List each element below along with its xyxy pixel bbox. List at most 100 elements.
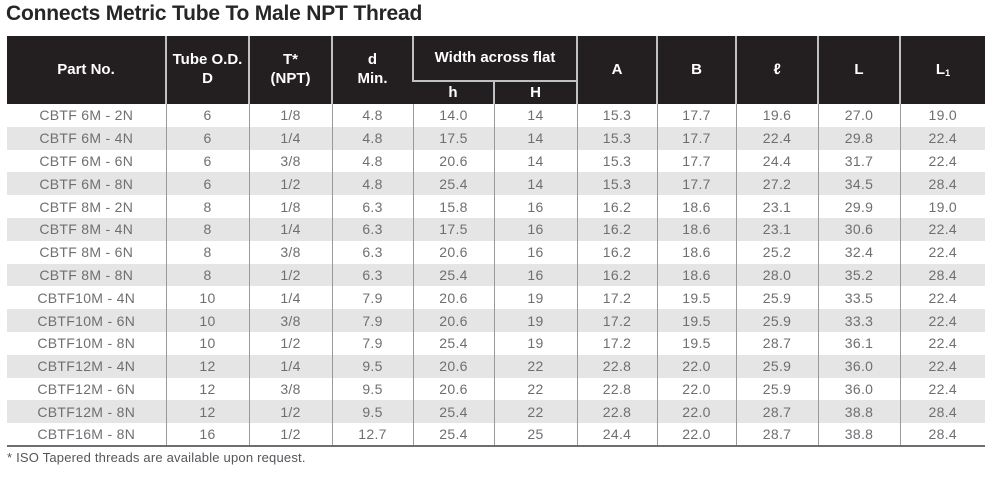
header-label: A (611, 60, 623, 78)
table-cell: CBTF12M - 4N (37, 358, 136, 375)
table-row: CBTF 6M - 2N 6 1/8 4.8 14.0 14 15.3 17.7 19.6 27.… (7, 104, 985, 127)
table-cell: 1/4 (248, 126, 332, 150)
header-cell-part-no: Part No. (7, 36, 166, 104)
table-cell: 22.8 (576, 400, 657, 424)
table-cell: 6 (165, 149, 249, 173)
table-cell: 12.7 (331, 423, 413, 446)
table-cell: 6.3 (331, 263, 413, 287)
table-cell: 22.4 (899, 149, 985, 173)
table-cell: 22.4 (899, 331, 985, 355)
header-label: Part No. (57, 60, 115, 78)
table-cell: 8 (165, 195, 249, 218)
table-cell: CBTF 8M - 8N (39, 266, 134, 283)
table-cell: 36.0 (817, 377, 900, 401)
table-cell: 20.6 (412, 240, 494, 264)
table-cell: 20.6 (412, 354, 494, 378)
table-cell: 19.5 (656, 331, 736, 355)
table-cell: 28.4 (899, 400, 985, 424)
table-cell: 29.8 (817, 126, 900, 150)
table-cell: 4.8 (331, 104, 413, 127)
table-cell: 12 (165, 354, 249, 378)
table-cell: 18.6 (656, 217, 736, 241)
table-cell: 1/2 (248, 400, 332, 424)
table-cell: 4.8 (331, 149, 413, 173)
table-body: CBTF 6M - 2N 6 1/8 4.8 14.0 14 15.3 17.7 19.6 27.… (7, 104, 985, 446)
table-cell: 17.5 (412, 217, 494, 241)
table-row: CBTF10M - 8N 10 1/2 7.9 25.4 19 17.2 19.5 28.7 36… (7, 331, 985, 355)
table-cell: 22.4 (899, 309, 985, 332)
table-cell: 6 (165, 172, 249, 196)
table-cell: 1/4 (248, 286, 332, 310)
table-cell: 6.3 (331, 195, 413, 218)
table-cell: 15.3 (576, 104, 657, 127)
table-cell: 1/8 (248, 195, 332, 218)
table-cell: 35.2 (817, 263, 900, 287)
table-cell: CBTF10M - 6N (37, 312, 136, 329)
table-cell: 19.0 (899, 104, 985, 127)
table-cell: 28.0 (735, 263, 818, 287)
table-cell: 16.2 (576, 240, 657, 264)
table-cell: 3/8 (248, 240, 332, 264)
table-cell: 3/8 (248, 309, 332, 332)
table-row: CBTF12M - 4N 12 1/4 9.5 20.6 22 22.8 22.0 25.9 36… (7, 354, 985, 378)
table-cell: 25.4 (412, 172, 494, 196)
table-cell: 16.2 (576, 217, 657, 241)
table-cell: 15.3 (576, 149, 657, 173)
table-cell: 14 (493, 104, 577, 127)
header-cell-t-npt: T* (NPT) (248, 36, 332, 104)
table-cell: 22.0 (656, 354, 736, 378)
table-cell: 30.6 (817, 217, 900, 241)
table-cell: 1/2 (248, 172, 332, 196)
table-cell: 22.4 (899, 286, 985, 310)
table-cell: CBTF12M - 8N (37, 403, 136, 420)
table-cell: 22.4 (899, 240, 985, 264)
table-cell: 16.2 (576, 195, 657, 218)
table-cell: 20.6 (412, 149, 494, 173)
table-cell: 28.7 (735, 331, 818, 355)
table-cell: 28.4 (899, 423, 985, 446)
header-cell-h-small: h (413, 81, 494, 104)
table-cell: 19 (493, 286, 577, 310)
table-cell: 29.9 (817, 195, 900, 218)
table-cell: 15.8 (412, 195, 494, 218)
table-row: CBTF10M - 4N 10 1/4 7.9 20.6 19 17.2 19.5 25.9 33… (7, 286, 985, 310)
table-cell: 24.4 (735, 149, 818, 173)
table-cell: CBTF 6M - 2N (39, 107, 134, 124)
table-cell: 22.8 (576, 377, 657, 401)
table-cell: 16 (165, 423, 249, 446)
header-label: ℓ (773, 60, 781, 78)
header-label: Tube O.D. (172, 51, 243, 69)
header-label: B (691, 60, 702, 78)
header-row-main: Part No. Tube O.D. D T* (NPT) d Min. Wid… (7, 36, 985, 104)
table-cell: 16 (493, 217, 577, 241)
table-cell: 25.9 (735, 354, 818, 378)
table-row: CBTF12M - 6N 12 3/8 9.5 20.6 22 22.8 22.0 25.9 36… (7, 377, 985, 401)
footnote: * ISO Tapered threads are available upon… (7, 450, 306, 465)
table-cell: 12 (165, 400, 249, 424)
table-cell: 36.0 (817, 354, 900, 378)
table-cell: 22.4 (899, 377, 985, 401)
table-cell: 25 (493, 423, 577, 446)
table-cell: 19.0 (899, 195, 985, 218)
table-row: CBTF 8M - 8N 8 1/2 6.3 25.4 16 16.2 18.6 28.0 35.… (7, 263, 985, 287)
table-cell: 33.5 (817, 286, 900, 310)
table-cell: 16.2 (576, 263, 657, 287)
header-cell-l: L (817, 36, 900, 104)
table-cell: 33.3 (817, 309, 900, 332)
table-row: CBTF 8M - 2N 8 1/8 6.3 15.8 16 16.2 18.6 23.1 29.… (7, 195, 985, 218)
table-cell: 17.5 (412, 126, 494, 150)
table-cell: 17.2 (576, 286, 657, 310)
header-label: D (202, 70, 213, 87)
table-cell: 22 (493, 377, 577, 401)
table-cell: 25.4 (412, 423, 494, 446)
table-cell: 20.6 (412, 377, 494, 401)
table-cell: 19.5 (656, 309, 736, 332)
table-cell: 7.9 (331, 331, 413, 355)
table-cell: 18.6 (656, 195, 736, 218)
table-cell: 14 (493, 126, 577, 150)
table-cell: CBTF16M - 8N (37, 426, 136, 443)
table-header: Part No. Tube O.D. D T* (NPT) d Min. Wid… (7, 36, 985, 104)
header-label: (NPT) (270, 70, 311, 87)
header-cell-b: B (656, 36, 736, 104)
table-cell: CBTF10M - 4N (37, 289, 136, 306)
